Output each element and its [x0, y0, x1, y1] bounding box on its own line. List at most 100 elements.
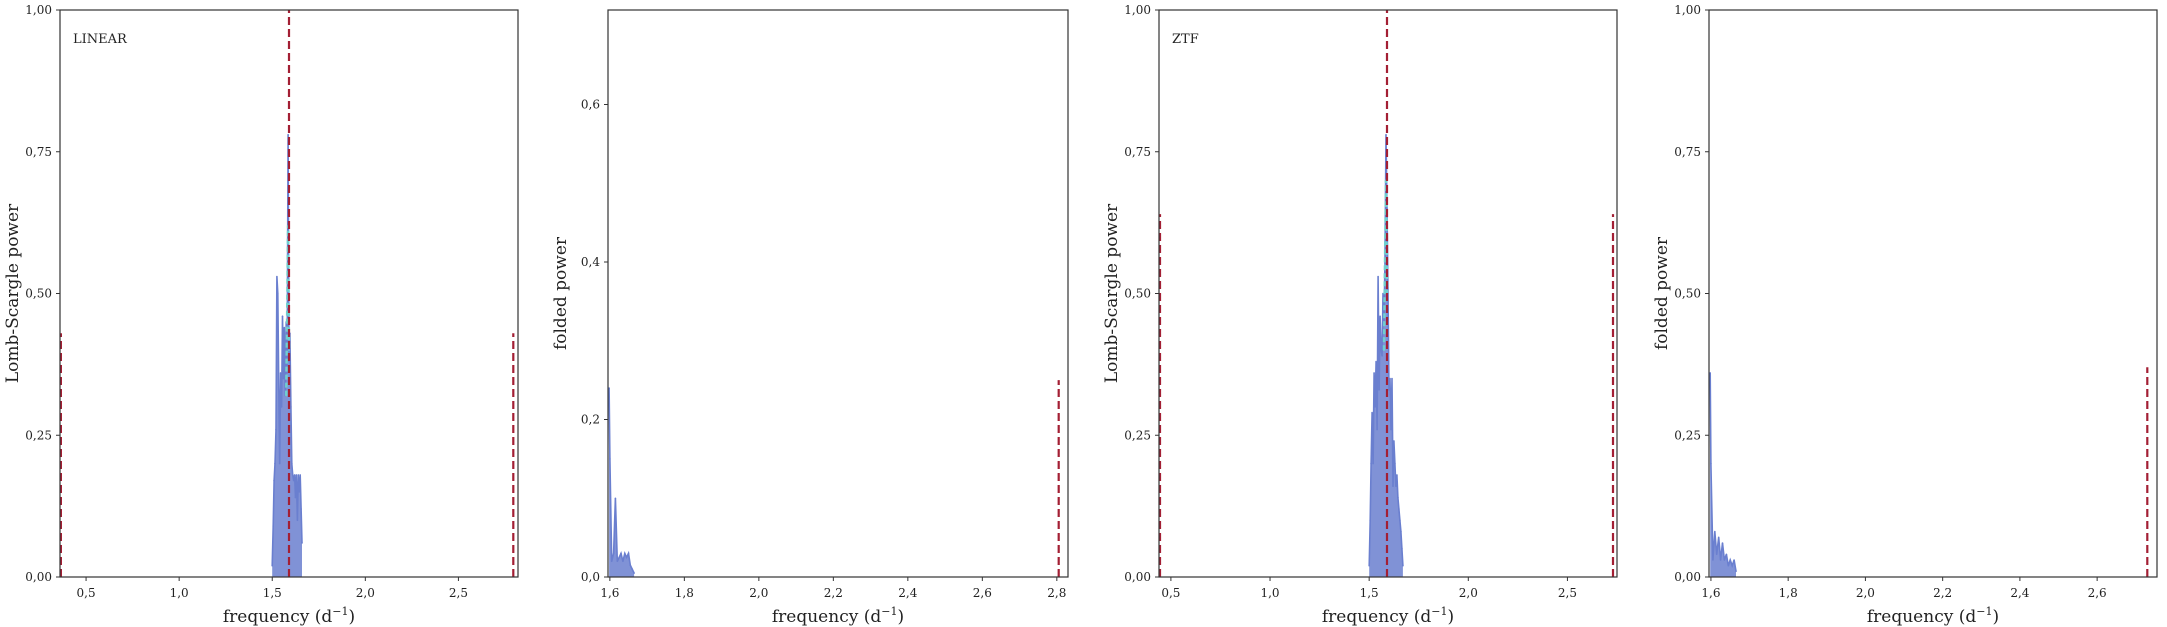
data-point — [1369, 519, 1371, 522]
y-tick-label: 0,50 — [1124, 287, 1151, 301]
data-point — [288, 349, 290, 352]
y-tick-label: 1,00 — [1124, 3, 1151, 17]
data-point — [616, 560, 619, 563]
data-point — [1395, 485, 1397, 488]
data-point — [624, 552, 626, 555]
data-point — [629, 564, 632, 566]
y-tick-label: 0,75 — [1674, 145, 1701, 159]
series-fill-1 — [272, 134, 302, 577]
panel-3: 0,5 1,0 1,5 2,0 2,5 0,00 0,25 0,50 0,75 1,00 frequ… — [1102, 3, 1618, 627]
data-point — [1735, 570, 1737, 573]
data-point — [287, 133, 289, 136]
panel-1: 0,5 1,0 1,5 2,0 2,5 0,00 0,25 0,50 0,75 1,00 frequ… — [3, 3, 519, 627]
data-point — [614, 497, 617, 500]
axes-frame — [607, 9, 1069, 578]
data-point — [300, 508, 302, 510]
data-point — [1712, 559, 1714, 561]
y-tick-label: 0,00 — [1674, 570, 1701, 584]
data-point — [610, 560, 613, 563]
x-tick-label: 1,0 — [1260, 586, 1279, 600]
x-tick-label: 2,0 — [1856, 586, 1875, 600]
y-tick-label: 0,25 — [25, 428, 52, 442]
y-tick-label: 0,0 — [581, 570, 600, 584]
x-tick-label: 2,2 — [824, 586, 843, 600]
data-point — [292, 479, 295, 482]
x-tick-label: 2,0 — [1459, 586, 1478, 600]
data-point — [1392, 485, 1394, 488]
data-point — [1725, 553, 1728, 556]
data-point — [1709, 372, 1711, 374]
y-axis-label: folded power — [551, 236, 571, 350]
x-axis-label: frequency (d−1) — [1322, 605, 1454, 627]
data-point — [1374, 406, 1376, 408]
data-point — [1368, 564, 1370, 567]
data-point — [1710, 462, 1712, 465]
x-axis-label-text: frequency (d — [772, 607, 881, 627]
x-tick-label: 1,8 — [675, 586, 694, 600]
y-tick-label: 1,00 — [25, 3, 52, 17]
series-line-1 — [608, 387, 635, 574]
data-point — [299, 474, 302, 476]
data-point — [1371, 411, 1373, 414]
data-point — [1396, 474, 1398, 476]
y-tick-label: 1,00 — [1674, 3, 1701, 17]
data-point — [1386, 207, 1388, 210]
x-tick-label: 1,6 — [1701, 586, 1720, 600]
data-point — [291, 462, 293, 465]
data-point — [1719, 559, 1722, 561]
data-point — [1377, 275, 1379, 278]
x-axis-label-end: ) — [1447, 607, 1454, 627]
data-point — [298, 491, 301, 493]
x-tick-label: 1,0 — [170, 586, 189, 600]
data-point — [285, 394, 288, 397]
data-point — [620, 552, 622, 555]
data-point — [276, 275, 278, 278]
data-point — [1383, 349, 1385, 352]
x-tick-label: 2,5 — [1558, 586, 1577, 600]
data-point — [293, 474, 296, 476]
data-point — [297, 474, 300, 476]
data-point — [1384, 264, 1386, 266]
y-tick-label: 0,25 — [1674, 428, 1701, 442]
data-point — [295, 474, 298, 476]
y-tick-label: 0,50 — [25, 287, 52, 301]
data-point — [288, 360, 290, 363]
x-axis-label-superscript: −1 — [881, 605, 897, 618]
data-point — [1714, 530, 1716, 533]
x-axis-label-end: ) — [348, 607, 355, 627]
data-point — [1388, 389, 1390, 391]
x-tick-label: 2,5 — [449, 586, 468, 600]
data-point — [286, 321, 288, 323]
x-tick-label: 2,6 — [2088, 586, 2107, 600]
y-tick-label: 0,50 — [1674, 287, 1701, 301]
data-point — [296, 519, 299, 522]
x-tick-label: 1,6 — [600, 586, 619, 600]
data-point — [631, 568, 633, 570]
x-tick-label: 0,5 — [1161, 586, 1180, 600]
panel-label: LINEAR — [73, 32, 128, 47]
data-point — [274, 462, 276, 465]
x-tick-label: 2,6 — [973, 586, 992, 600]
data-point — [618, 556, 620, 559]
data-point — [1731, 564, 1733, 567]
data-point — [280, 406, 283, 408]
data-point — [1380, 349, 1382, 352]
data-point — [633, 572, 635, 574]
x-tick-label: 0,5 — [77, 586, 96, 600]
data-point — [1391, 377, 1393, 380]
x-axis-label-superscript: −1 — [1431, 605, 1447, 618]
data-point — [609, 458, 611, 460]
data-point — [612, 552, 615, 555]
data-point — [1729, 559, 1731, 561]
y-axis-label: Lomb-Scargle power — [3, 203, 23, 383]
y-tick-label: 0,6 — [581, 98, 600, 112]
data-point — [1381, 355, 1383, 357]
x-axis-label-end: ) — [897, 607, 904, 627]
y-tick-label: 0,75 — [25, 145, 52, 159]
x-tick-label: 2,8 — [1047, 586, 1066, 600]
x-axis-label-end: ) — [1992, 607, 1999, 627]
data-point — [1397, 496, 1399, 499]
y-tick-label: 0,2 — [581, 413, 600, 427]
x-tick-label: 2,0 — [356, 586, 375, 600]
